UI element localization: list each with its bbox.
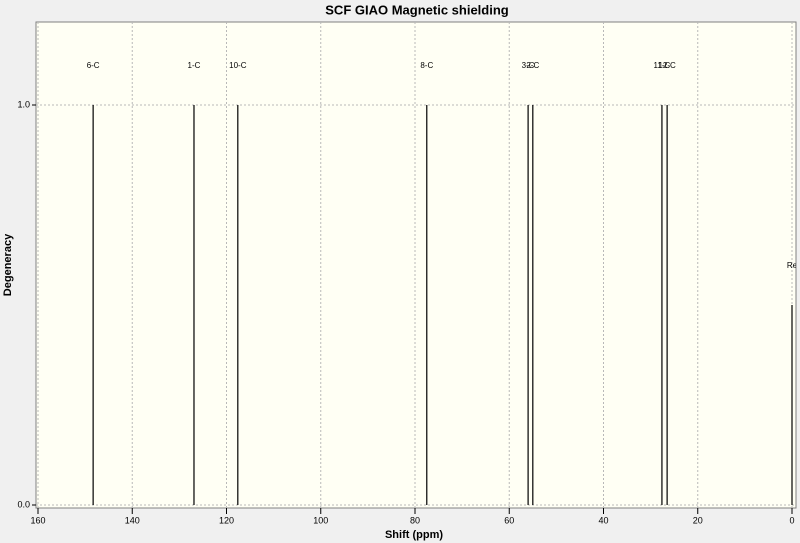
- x-tick-label: 100: [313, 515, 328, 525]
- plot-content: 6-C 1-C 10-C 8-C 3-C2-C 11-C12-C Re: [36, 22, 798, 508]
- x-tick-label: 140: [125, 515, 140, 525]
- x-tick-label: 0: [789, 515, 794, 525]
- y-axis-label: Degeneracy: [2, 233, 14, 296]
- plot-area: [35, 21, 797, 509]
- peak-label: 3-C: [522, 61, 535, 70]
- x-tick-label: 40: [598, 515, 608, 525]
- peak-label: 12-C: [658, 61, 676, 70]
- peak-label: Re: [787, 261, 798, 270]
- chart-title: SCF GIAO Magnetic shielding: [325, 2, 509, 17]
- x-tick-label: 20: [693, 515, 703, 525]
- y-tick-label: 0.0: [17, 499, 30, 509]
- x-axis-label: Shift (ppm): [385, 529, 443, 541]
- peak-label: 6-C: [87, 61, 100, 70]
- x-tick-label: 60: [504, 515, 514, 525]
- peak-label: 11-C: [654, 61, 671, 70]
- peak-label: 2-C: [526, 61, 539, 70]
- x-tick-label: 120: [219, 515, 234, 525]
- peak-label: 10-C: [229, 61, 247, 70]
- peak-label: 8-C: [420, 61, 433, 70]
- x-tick-label: 160: [30, 515, 45, 525]
- y-tick-label: 1.0: [17, 99, 30, 109]
- peak-label: 1-C: [188, 61, 201, 70]
- x-tick-label: 80: [410, 515, 420, 525]
